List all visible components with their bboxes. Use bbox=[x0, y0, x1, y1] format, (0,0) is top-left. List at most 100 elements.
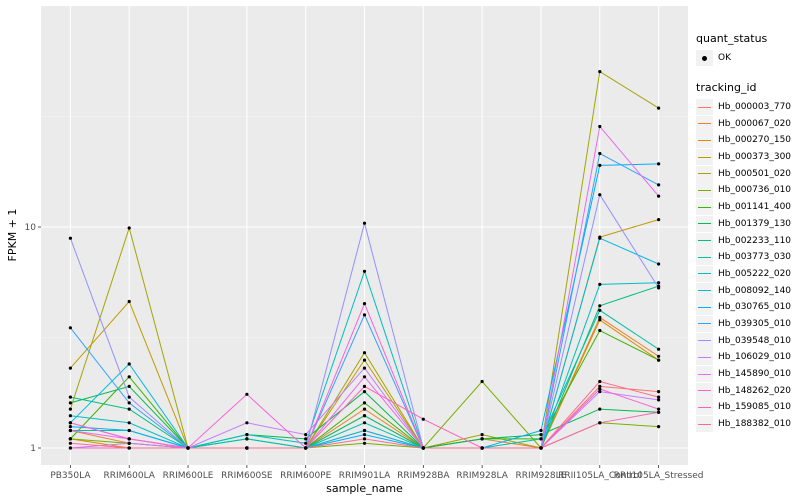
legend-key-line bbox=[696, 132, 713, 149]
legend-key-line bbox=[696, 99, 713, 116]
legend-label: Hb_001379_130 bbox=[718, 218, 792, 229]
data-point bbox=[657, 398, 661, 402]
data-point bbox=[598, 384, 602, 388]
legend-label: Hb_000003_770 bbox=[718, 102, 792, 113]
x-tick-label: RRIM928LE bbox=[516, 471, 567, 481]
data-point bbox=[362, 428, 367, 433]
data-point bbox=[362, 421, 367, 425]
legend-label: Hb_000736_010 bbox=[718, 185, 792, 196]
x-tick-label: RRIM901LA bbox=[339, 471, 391, 481]
data-point bbox=[245, 433, 249, 437]
data-point bbox=[362, 351, 367, 355]
data-point bbox=[68, 428, 72, 433]
legend-item-hb-106029-010: Hb_106029_010 bbox=[696, 349, 791, 366]
data-points bbox=[68, 70, 661, 450]
data-point bbox=[598, 407, 602, 411]
data-point bbox=[362, 414, 367, 418]
data-point bbox=[598, 70, 602, 74]
data-point bbox=[304, 433, 308, 437]
data-point bbox=[598, 387, 602, 391]
data-point bbox=[657, 390, 661, 394]
data-point bbox=[598, 236, 602, 240]
legend-item-hb-000373-300: Hb_000373_300 bbox=[696, 149, 791, 166]
legend-item-hb-039305-010: Hb_039305_010 bbox=[696, 315, 791, 333]
x-tick-label: RRII105LA_Stressed bbox=[614, 471, 704, 481]
data-point bbox=[598, 390, 602, 394]
legend-label: Hb_106029_010 bbox=[718, 352, 792, 363]
legend-key-line bbox=[696, 215, 713, 232]
legend-label: Hb_001141_400 bbox=[718, 202, 792, 213]
data-point bbox=[127, 362, 131, 366]
y-axis: 1 10 bbox=[25, 223, 41, 454]
legend-key-line bbox=[696, 349, 713, 366]
legend-key-line bbox=[696, 199, 713, 216]
data-point bbox=[362, 358, 367, 362]
x-tick-label: RRIM600PE bbox=[280, 471, 332, 481]
legend-key-line bbox=[696, 366, 713, 383]
data-point bbox=[657, 281, 661, 285]
data-point bbox=[127, 446, 131, 450]
data-point bbox=[657, 358, 661, 362]
data-point bbox=[127, 407, 131, 411]
legend-label: Hb_003773_030 bbox=[718, 252, 792, 263]
legend-item-hb-145890-010: Hb_145890_010 bbox=[696, 366, 791, 383]
data-point bbox=[362, 313, 367, 317]
legend-item-hb-188382-010: Hb_188382_010 bbox=[696, 416, 791, 433]
legend-series-list: Hb_000003_770 Hb_000067_020 Hb_000270_150 H… bbox=[696, 99, 791, 433]
legend-key-line bbox=[696, 282, 713, 299]
data-point bbox=[68, 437, 72, 441]
data-point bbox=[657, 106, 661, 110]
data-point bbox=[362, 437, 367, 441]
data-point bbox=[68, 414, 72, 418]
legend-label: Hb_148262_020 bbox=[718, 385, 792, 396]
x-tick-label: RRIM600LA bbox=[103, 471, 155, 481]
legend-label: Hb_008092_140 bbox=[718, 285, 792, 296]
y-tick-label: 10 bbox=[25, 223, 37, 233]
data-point bbox=[539, 446, 543, 450]
legend: quant_status OK tracking_id Hb_000003_77… bbox=[696, 32, 791, 433]
data-point bbox=[598, 151, 602, 156]
data-point bbox=[127, 375, 131, 379]
legend-label: Hb_000501_020 bbox=[718, 168, 792, 179]
data-point bbox=[539, 437, 543, 441]
data-point bbox=[362, 390, 367, 394]
legend-key-line bbox=[696, 115, 713, 132]
data-point bbox=[480, 379, 484, 384]
legend-key-point bbox=[696, 50, 713, 67]
data-point bbox=[598, 193, 602, 197]
legend-title-color: tracking_id bbox=[696, 80, 757, 94]
legend-label: Hb_000373_300 bbox=[718, 152, 792, 163]
data-point bbox=[304, 437, 308, 441]
legend-item-hb-005222-020: Hb_005222_020 bbox=[696, 265, 791, 283]
legend-label: Hb_145890_010 bbox=[718, 369, 792, 380]
data-point bbox=[657, 286, 661, 290]
data-point bbox=[598, 328, 602, 333]
legend-label: Hb_030765_010 bbox=[718, 302, 792, 313]
data-point bbox=[657, 347, 661, 351]
legend-label: Hb_159085_010 bbox=[718, 402, 792, 413]
legend-label: Hb_039548_010 bbox=[718, 335, 792, 346]
data-point bbox=[304, 441, 308, 445]
data-point bbox=[362, 433, 367, 437]
data-point bbox=[186, 446, 190, 450]
data-point bbox=[598, 304, 602, 308]
legend-title-shape: quant_status bbox=[696, 32, 768, 45]
data-point bbox=[657, 194, 661, 198]
data-point bbox=[480, 433, 484, 437]
data-point bbox=[127, 395, 131, 399]
data-point bbox=[657, 262, 661, 266]
data-point bbox=[421, 446, 425, 450]
data-point bbox=[598, 315, 602, 319]
legend-key-line bbox=[696, 299, 713, 316]
data-point bbox=[245, 421, 249, 425]
data-point bbox=[245, 437, 249, 441]
legend-key-line bbox=[696, 265, 713, 282]
data-point bbox=[127, 226, 131, 230]
data-point bbox=[362, 302, 367, 306]
data-point bbox=[68, 395, 72, 399]
data-point bbox=[304, 446, 308, 450]
legend-item-hb-159085-010: Hb_159085_010 bbox=[696, 399, 791, 416]
y-tick-label: 1 bbox=[30, 444, 36, 454]
x-axis-title: sample_name bbox=[326, 482, 403, 495]
legend-item-hb-000003-770: Hb_000003_770 bbox=[696, 99, 791, 116]
